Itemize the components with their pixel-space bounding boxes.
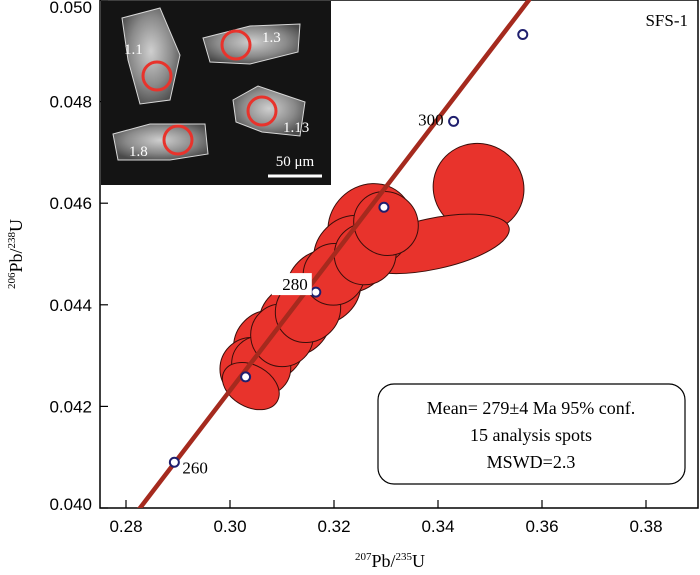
error-ellipse bbox=[221, 361, 280, 411]
x-tick-label: 0.38 bbox=[629, 517, 662, 536]
y-tick-label: 0.044 bbox=[49, 296, 92, 315]
y-axis-label: 206Pb/238U bbox=[6, 219, 26, 289]
x-tick-label: 0.36 bbox=[525, 517, 558, 536]
age-marker bbox=[240, 371, 252, 383]
spot-label: 1.13 bbox=[283, 120, 309, 136]
age-marker bbox=[517, 29, 529, 41]
y-tick-label: 0.040 bbox=[49, 495, 92, 514]
x-tick-label: 0.28 bbox=[109, 517, 142, 536]
spot-circle bbox=[162, 124, 194, 156]
x-axis-label: 207Pb/235U bbox=[355, 551, 425, 571]
y-tick-label: 0.048 bbox=[49, 93, 92, 112]
spot-circle bbox=[220, 29, 252, 61]
result-mswd: MSWD=2.3 bbox=[487, 452, 576, 472]
result-box: Mean= 279±4 Ma 95% conf. 15 analysis spo… bbox=[377, 383, 686, 485]
result-spots: 15 analysis spots bbox=[470, 425, 592, 445]
age-marker bbox=[168, 456, 180, 468]
age-marker bbox=[448, 115, 460, 127]
spot-label: 1.8 bbox=[129, 144, 148, 160]
concordia-curve bbox=[137, 0, 532, 508]
x-tick-label: 0.34 bbox=[421, 517, 454, 536]
x-tick-label: 0.32 bbox=[317, 517, 350, 536]
spot-circle bbox=[141, 60, 173, 92]
spot-circle bbox=[246, 95, 278, 127]
y-tick-label: 0.050 bbox=[49, 0, 92, 17]
age-marker bbox=[378, 201, 390, 213]
spot-label: 1.1 bbox=[124, 42, 143, 58]
age-marker-label: 280 bbox=[282, 275, 308, 294]
y-tick-label: 0.042 bbox=[49, 397, 92, 416]
sample-label: SFS-1 bbox=[645, 11, 688, 30]
zircon-grain-1 bbox=[121, 7, 181, 105]
zircon-grain-3 bbox=[232, 85, 306, 137]
age-marker-label: 260 bbox=[182, 458, 208, 477]
age-marker-label: 300 bbox=[418, 110, 444, 129]
scale-bar-label: 50 μm bbox=[276, 154, 315, 170]
cl-image-inset: 1.1 1.3 1.8 1.13 50 μm bbox=[101, 1, 331, 185]
spot-label: 1.3 bbox=[262, 30, 281, 46]
result-mean: Mean= 279±4 Ma 95% conf. bbox=[427, 398, 636, 418]
age-marker bbox=[310, 286, 322, 298]
y-tick-label: 0.046 bbox=[49, 194, 92, 213]
x-tick-label: 0.30 bbox=[213, 517, 246, 536]
